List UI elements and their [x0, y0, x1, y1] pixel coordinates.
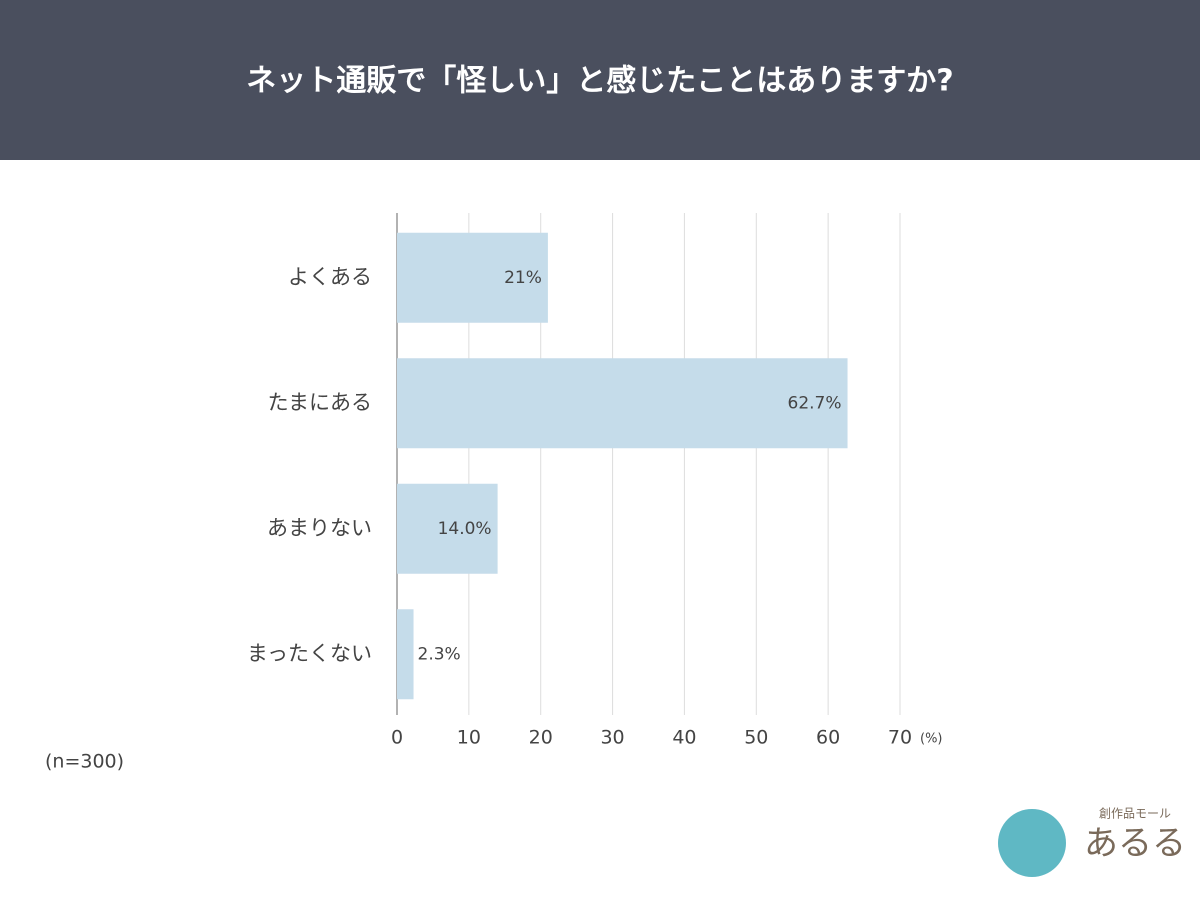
bar	[397, 609, 414, 700]
y-tick-label: たまにある	[268, 390, 372, 414]
x-tick-label: 0	[391, 727, 403, 749]
x-tick-label: 30	[600, 727, 624, 749]
logo-caption: 創作品モール	[1099, 807, 1171, 821]
logo-circle	[998, 809, 1066, 877]
x-unit: (%)	[920, 732, 943, 747]
value-label: 2.3%	[418, 644, 461, 664]
x-tick-label: 60	[816, 727, 840, 749]
bar	[397, 358, 848, 449]
logo-name: あるる	[1084, 824, 1186, 864]
y-tick-label: よくある	[288, 265, 372, 289]
x-tick-label: 20	[529, 727, 553, 749]
y-tick-label: あまりない	[267, 516, 372, 540]
bar	[397, 483, 498, 574]
y-tick-label: まったくない	[247, 641, 372, 665]
x-tick-label: 50	[744, 727, 768, 749]
value-label: 21%	[504, 268, 542, 288]
value-label: 62.7%	[788, 393, 842, 413]
header-band	[0, 0, 1200, 160]
note: (n=300)	[45, 751, 124, 773]
value-label: 14.0%	[438, 519, 492, 539]
x-tick-label: 10	[457, 727, 481, 749]
chart-title: ネット通販で「怪しい」と感じたことはありますか?	[246, 64, 953, 99]
x-tick-label: 70	[888, 727, 912, 749]
x-tick-label: 40	[672, 727, 696, 749]
bar	[397, 232, 548, 323]
